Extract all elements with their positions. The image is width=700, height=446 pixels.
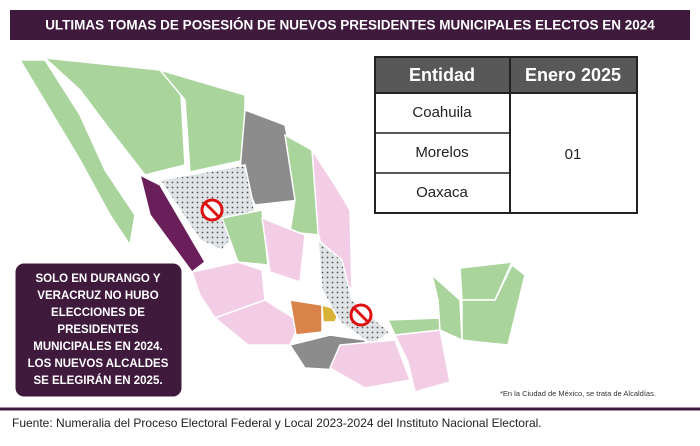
callout-line: LOS NUEVOS ALCALDES [28, 358, 169, 370]
row-label: Oaxaca [416, 184, 468, 201]
callout-line: SOLO EN DURANGO Y [35, 273, 160, 285]
callout-line: ELECCIONES DE [51, 307, 145, 319]
callout-line: SE ELEGIRÁN EN 2025. [33, 374, 162, 387]
callout-line: VERACRUZ NO HUBO [37, 290, 158, 302]
callout-line: MUNICIPALES EN 2024. [33, 341, 163, 353]
map [18, 57, 526, 393]
footnote: *En la Ciudad de México, se trata de Alc… [500, 389, 656, 398]
row-label: Coahuila [412, 104, 472, 121]
table: Entidad Enero 2025 Coahuila Morelos Oaxa… [374, 56, 638, 214]
cell-value: 01 [565, 146, 582, 163]
callout: SOLO EN DURANGO Y VERACRUZ NO HUBO ELECCIO… [28, 273, 169, 387]
title: ULTIMAS TOMAS DE POSESIÓN DE NUEVOS PRES… [45, 18, 655, 33]
row-label: Morelos [415, 144, 468, 161]
column-header: Enero 2025 [525, 65, 621, 85]
no-election-icon [200, 198, 373, 327]
column-header: Entidad [409, 65, 475, 85]
title-bar [10, 10, 690, 40]
callout-box [12, 260, 185, 400]
callout-line: PRESIDENTES [57, 324, 138, 336]
source: Fuente: Numeralia del Proceso Electoral … [12, 416, 542, 430]
